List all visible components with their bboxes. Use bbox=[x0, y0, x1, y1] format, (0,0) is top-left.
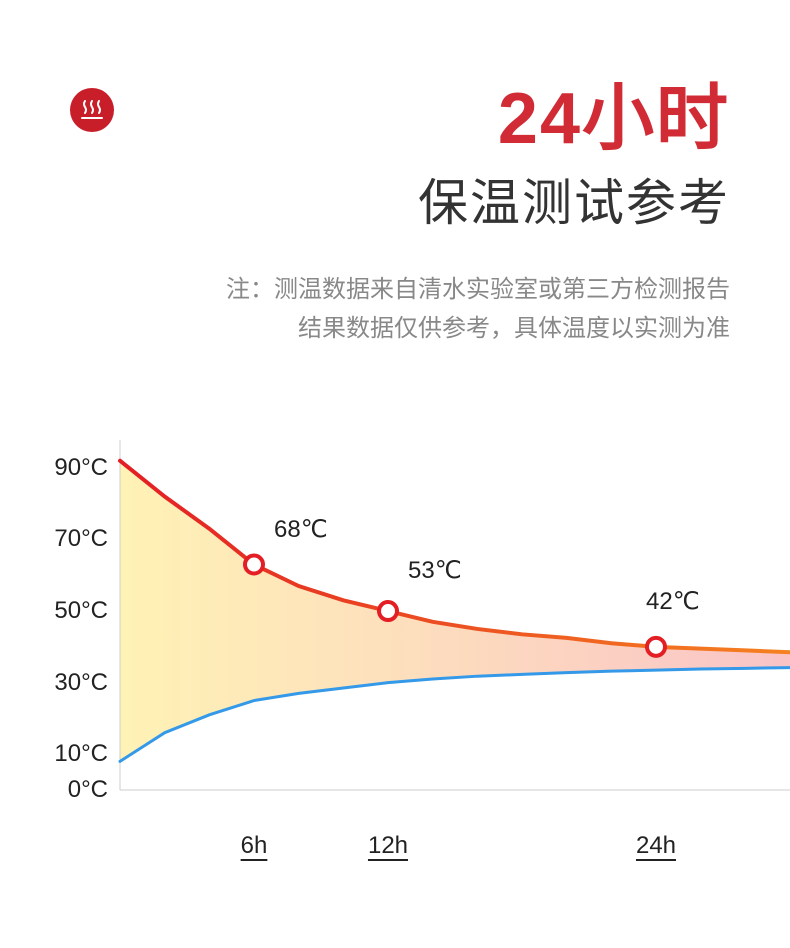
title-sub: 保温测试参考 bbox=[60, 163, 730, 235]
y-tick-30: 30°C bbox=[28, 669, 108, 697]
note-block: 注：测温数据来自清水实验室或第三方检测报告 结果数据仅供参考，具体温度以实测为准 bbox=[60, 271, 730, 348]
x-tick-12: 12h bbox=[363, 832, 413, 860]
note-line-1: 注：测温数据来自清水实验室或第三方检测报告 bbox=[60, 271, 730, 309]
y-tick-0: 0°C bbox=[28, 776, 108, 804]
temperature-chart: 90°C 70°C 50°C 30°C 10°C 0°C 6h 12h 24h 68℃ 53℃ 42℃ bbox=[0, 430, 790, 900]
title-main: 24小时 bbox=[60, 80, 730, 159]
title-block: 24小时 保温测试参考 bbox=[60, 80, 730, 235]
y-tick-10: 10°C bbox=[28, 740, 108, 768]
y-tick-50: 50°C bbox=[28, 597, 108, 625]
y-tick-70: 70°C bbox=[28, 525, 108, 553]
data-label-24: 42℃ bbox=[646, 587, 700, 616]
steam-icon bbox=[70, 88, 114, 132]
data-label-12: 53℃ bbox=[408, 556, 462, 585]
note-line-2: 结果数据仅供参考，具体温度以实测为准 bbox=[60, 310, 730, 348]
chart-svg bbox=[0, 430, 790, 900]
x-tick-24: 24h bbox=[631, 832, 681, 860]
y-tick-90: 90°C bbox=[28, 454, 108, 482]
header-section: 24小时 保温测试参考 注：测温数据来自清水实验室或第三方检测报告 结果数据仅供… bbox=[0, 0, 790, 348]
x-tick-6: 6h bbox=[229, 832, 279, 860]
data-label-6: 68℃ bbox=[274, 515, 328, 544]
